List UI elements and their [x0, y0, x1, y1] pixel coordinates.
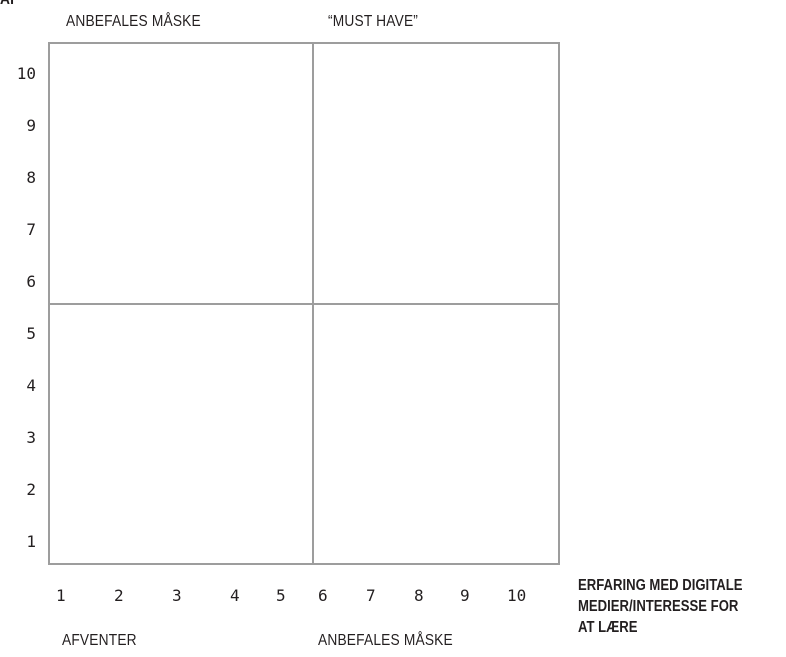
- y-tick-label: 8: [26, 168, 36, 187]
- x-tick-label: 4: [230, 586, 240, 605]
- x-tick-label: 5: [276, 586, 286, 605]
- y-tick-label: 10: [16, 64, 36, 83]
- label-top-right: “MUST HAVE”: [328, 13, 419, 30]
- x-tick-label: 1: [56, 586, 66, 605]
- x-tick-label: 8: [414, 586, 424, 605]
- x-axis-title-line-2: MEDIER/INTERESSE FOR: [578, 598, 739, 615]
- y-tick-label: 1: [26, 532, 36, 551]
- x-tick-label: 10: [507, 586, 527, 605]
- y-tick-label: 6: [26, 272, 36, 291]
- x-tick-label: 7: [366, 586, 376, 605]
- y-tick-label: 3: [26, 428, 36, 447]
- x-tick-label: 6: [318, 586, 328, 605]
- x-axis-title-line-1: ERFARING MED DIGITALE: [578, 577, 743, 594]
- y-tick-label: 2: [26, 480, 36, 499]
- y-axis-title: AF: [0, 0, 19, 9]
- label-top-left: ANBEFALES MÅSKE: [66, 13, 201, 30]
- label-bottom-right: ANBEFALES MÅSKE: [318, 632, 453, 649]
- x-axis-title-line-3: AT LÆRE: [578, 619, 638, 636]
- label-bottom-left: AFVENTER: [62, 632, 137, 649]
- y-tick-label: 4: [26, 376, 36, 395]
- x-axis-title: ERFARING MED DIGITALE MEDIER/INTERESSE F…: [578, 575, 779, 638]
- y-tick-label: 7: [26, 220, 36, 239]
- y-tick-label: 9: [26, 116, 36, 135]
- x-tick-label: 3: [172, 586, 182, 605]
- y-tick-label: 5: [26, 324, 36, 343]
- x-tick-label: 9: [460, 586, 470, 605]
- x-tick-label: 2: [114, 586, 124, 605]
